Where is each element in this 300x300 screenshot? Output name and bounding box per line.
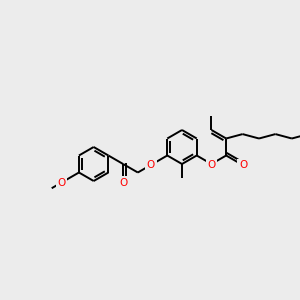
Text: O: O bbox=[119, 178, 127, 188]
Text: O: O bbox=[58, 178, 66, 188]
Text: O: O bbox=[147, 160, 155, 170]
Text: O: O bbox=[207, 160, 216, 170]
Text: O: O bbox=[239, 160, 247, 170]
